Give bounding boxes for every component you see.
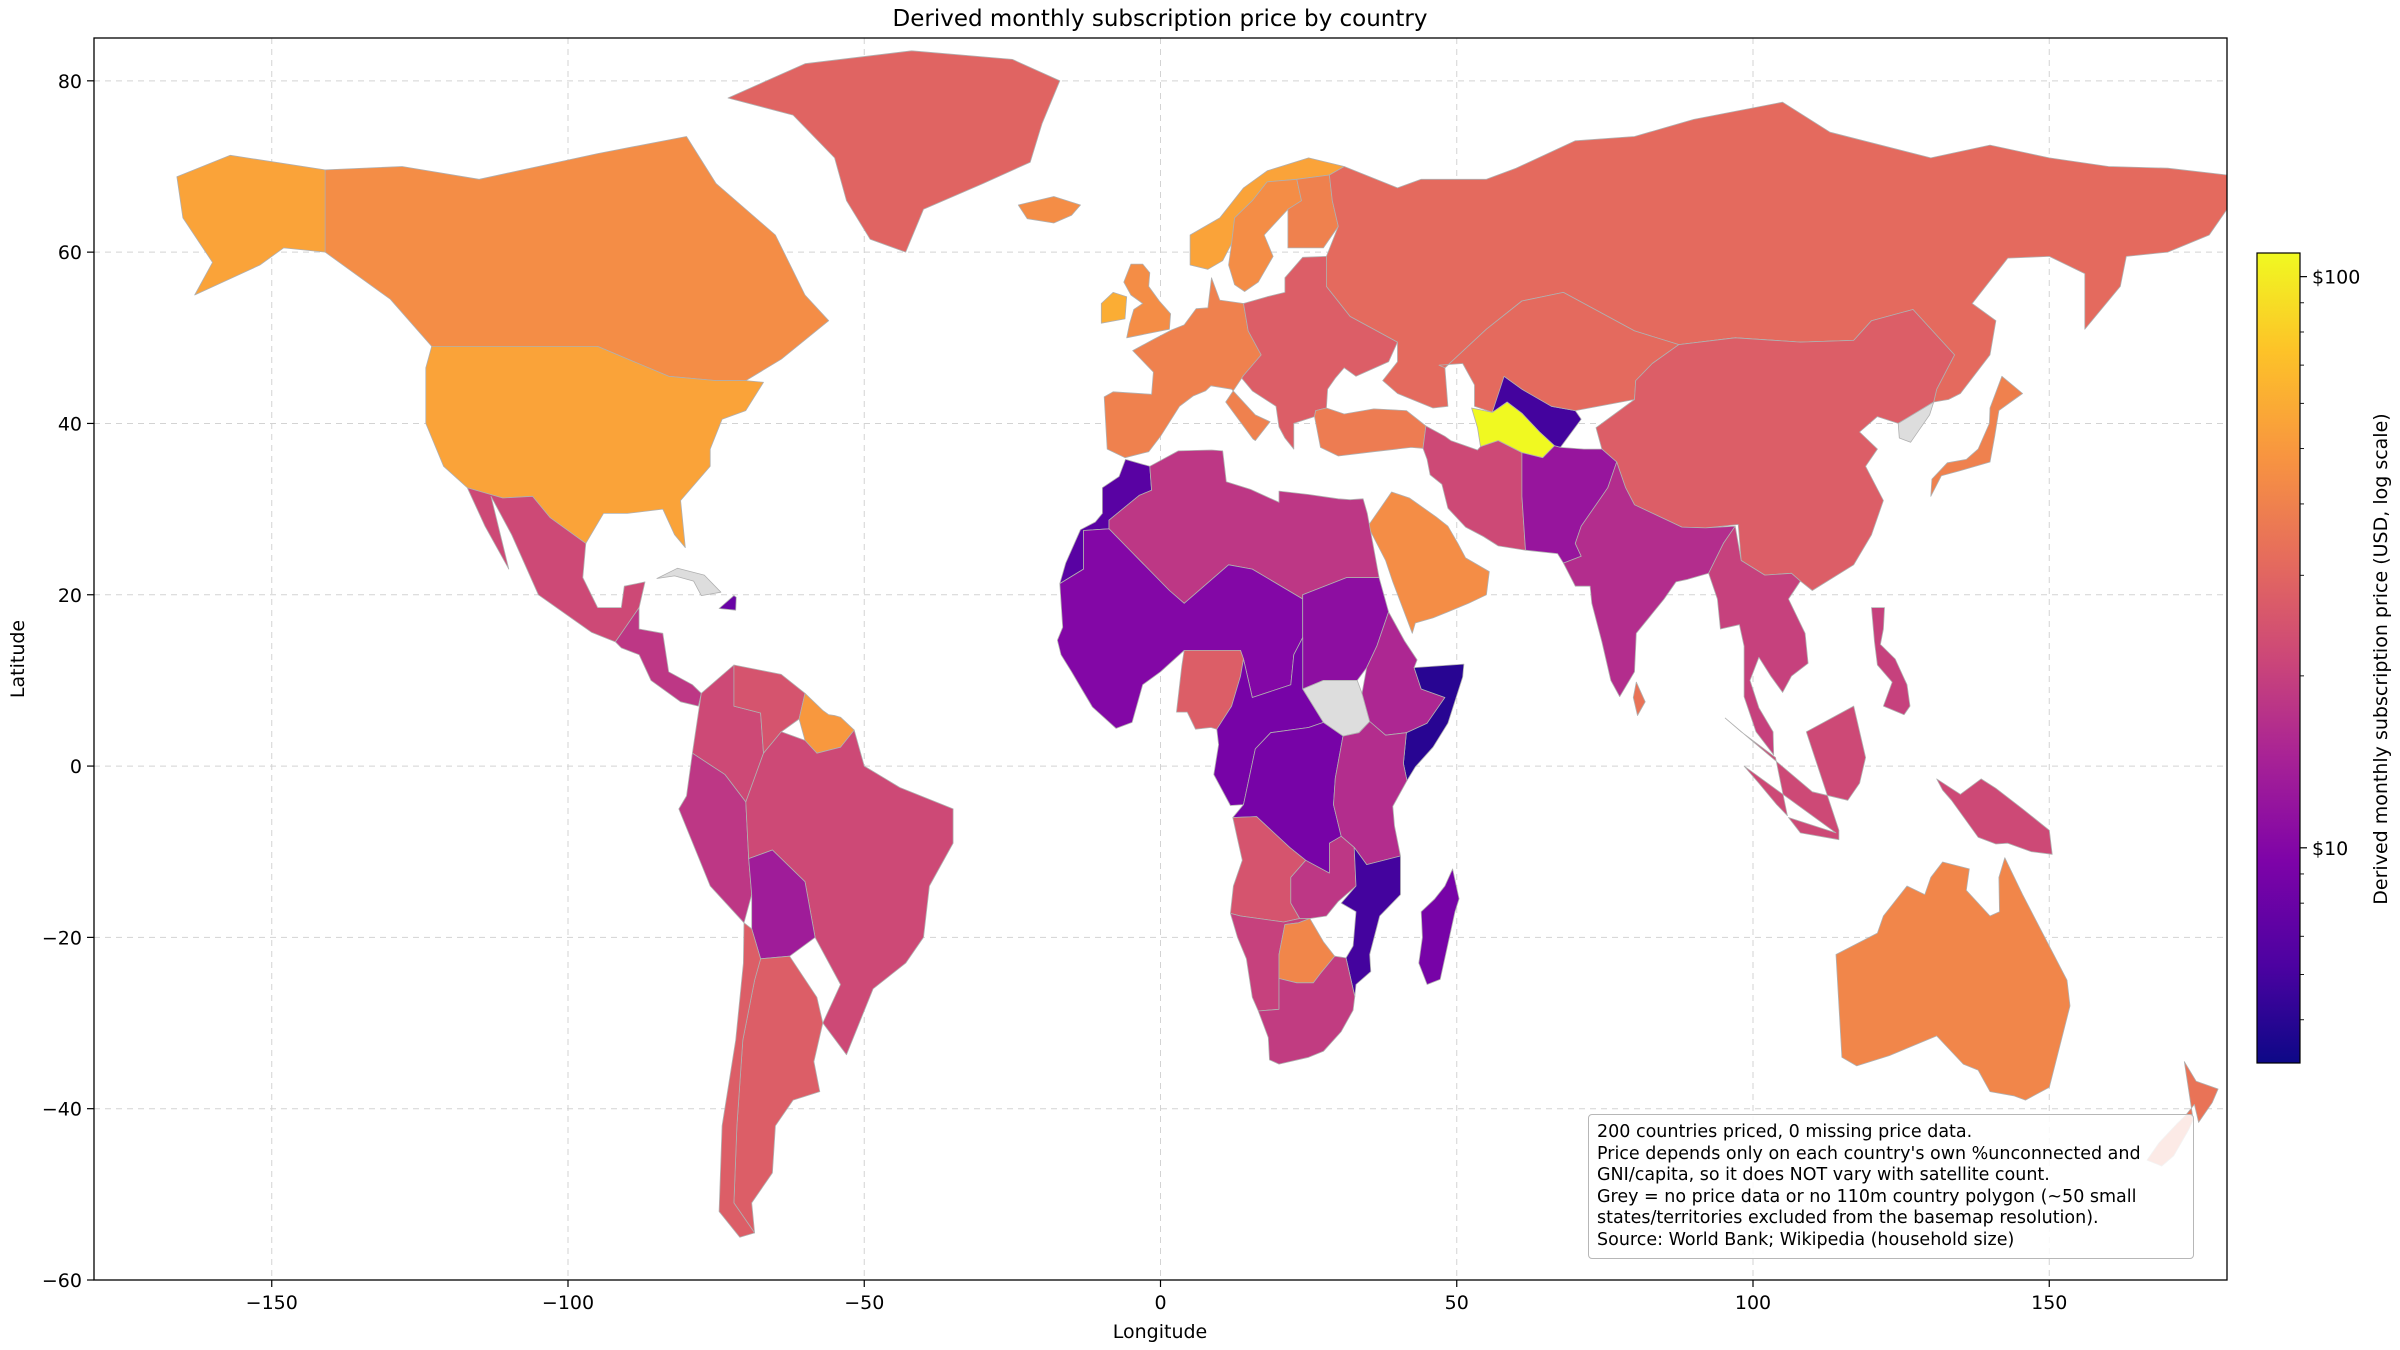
country-peru [678,752,753,924]
y-tick-label: 60 [58,242,82,264]
x-axis-label: Longitude [1113,1321,1208,1343]
x-tick-label: 150 [2031,1292,2067,1314]
y-tick-label: 40 [58,413,82,435]
colorbar [2256,252,2301,1064]
country-mozambique [1340,847,1401,997]
x-tick-label: −150 [246,1292,298,1314]
country-sri-lanka [1632,681,1646,716]
y-tick-label: 80 [58,71,82,93]
annotation-line: 200 countries priced, 0 missing price da… [1597,1122,1973,1142]
axis-ticks: −150 −100 −50 0 50 100 150 80 60 40 20 0 −20 −40 −60 [42,71,2067,1314]
colorbar-tick-label: $100 [2312,267,2360,289]
annotation-line: GNI/capita, so it does NOT vary with sat… [1597,1165,2050,1185]
annotation-line: Grey = no price data or no 110m country … [1597,1186,2137,1207]
country-layer [176,50,2227,1238]
x-tick-label: 0 [1154,1292,1166,1314]
x-tick-label: −100 [542,1292,594,1314]
y-axis-label: Latitude [7,620,29,698]
country-japan [1930,375,2023,497]
x-tick-label: 50 [1445,1292,1469,1314]
country-south-africa [1257,955,1356,1065]
x-tick-label: −50 [844,1292,884,1314]
country-papua-new-guinea [1936,778,2053,855]
y-tick-label: 0 [70,756,82,778]
country-ireland [1100,292,1128,324]
country-southeast-asia [1708,525,1809,756]
y-tick-label: −60 [42,1270,82,1292]
country-kenya-tanzania [1333,721,1408,865]
country-canada [324,136,830,381]
country-central-africa [1213,637,1324,806]
annotation-line: states/territories excluded from the bas… [1597,1208,2099,1228]
chart-title: Derived monthly subscription price by co… [893,6,1428,32]
annotation-box: 200 countries priced, 0 missing price da… [1588,1114,2194,1259]
y-tick-label: −20 [42,927,82,949]
country-australia [1835,857,2071,1101]
y-tick-label: 20 [58,585,82,607]
country-iceland [1017,196,1081,224]
x-tick-label: 100 [1735,1292,1771,1314]
country-cuba [656,567,722,596]
colorbar-tick-label: $10 [2312,838,2348,860]
country-north-korea [1897,401,1935,443]
country-saudi-arabia [1367,491,1490,634]
country-indonesia [1724,705,1866,841]
annotation-line: Price depends only on each country's own… [1597,1143,2141,1164]
y-tick-label: −40 [42,1099,82,1121]
country-haiti [718,595,737,611]
colorbar-label: Derived monthly subscription price (USD,… [2370,413,2392,904]
country-eastern-europe [1241,255,1398,450]
colorbar-ticks: $10 $100 [2300,267,2360,1021]
country-greenland [727,50,1061,253]
country-chile [718,922,761,1238]
country-mexico [466,487,646,643]
country-united-kingdom [1123,263,1171,339]
country-madagascar [1418,868,1460,985]
country-philippines [1871,607,1911,716]
country-alaska-usa [176,154,326,296]
annotation-line: Source: World Bank; Wikipedia (household… [1597,1229,2015,1250]
